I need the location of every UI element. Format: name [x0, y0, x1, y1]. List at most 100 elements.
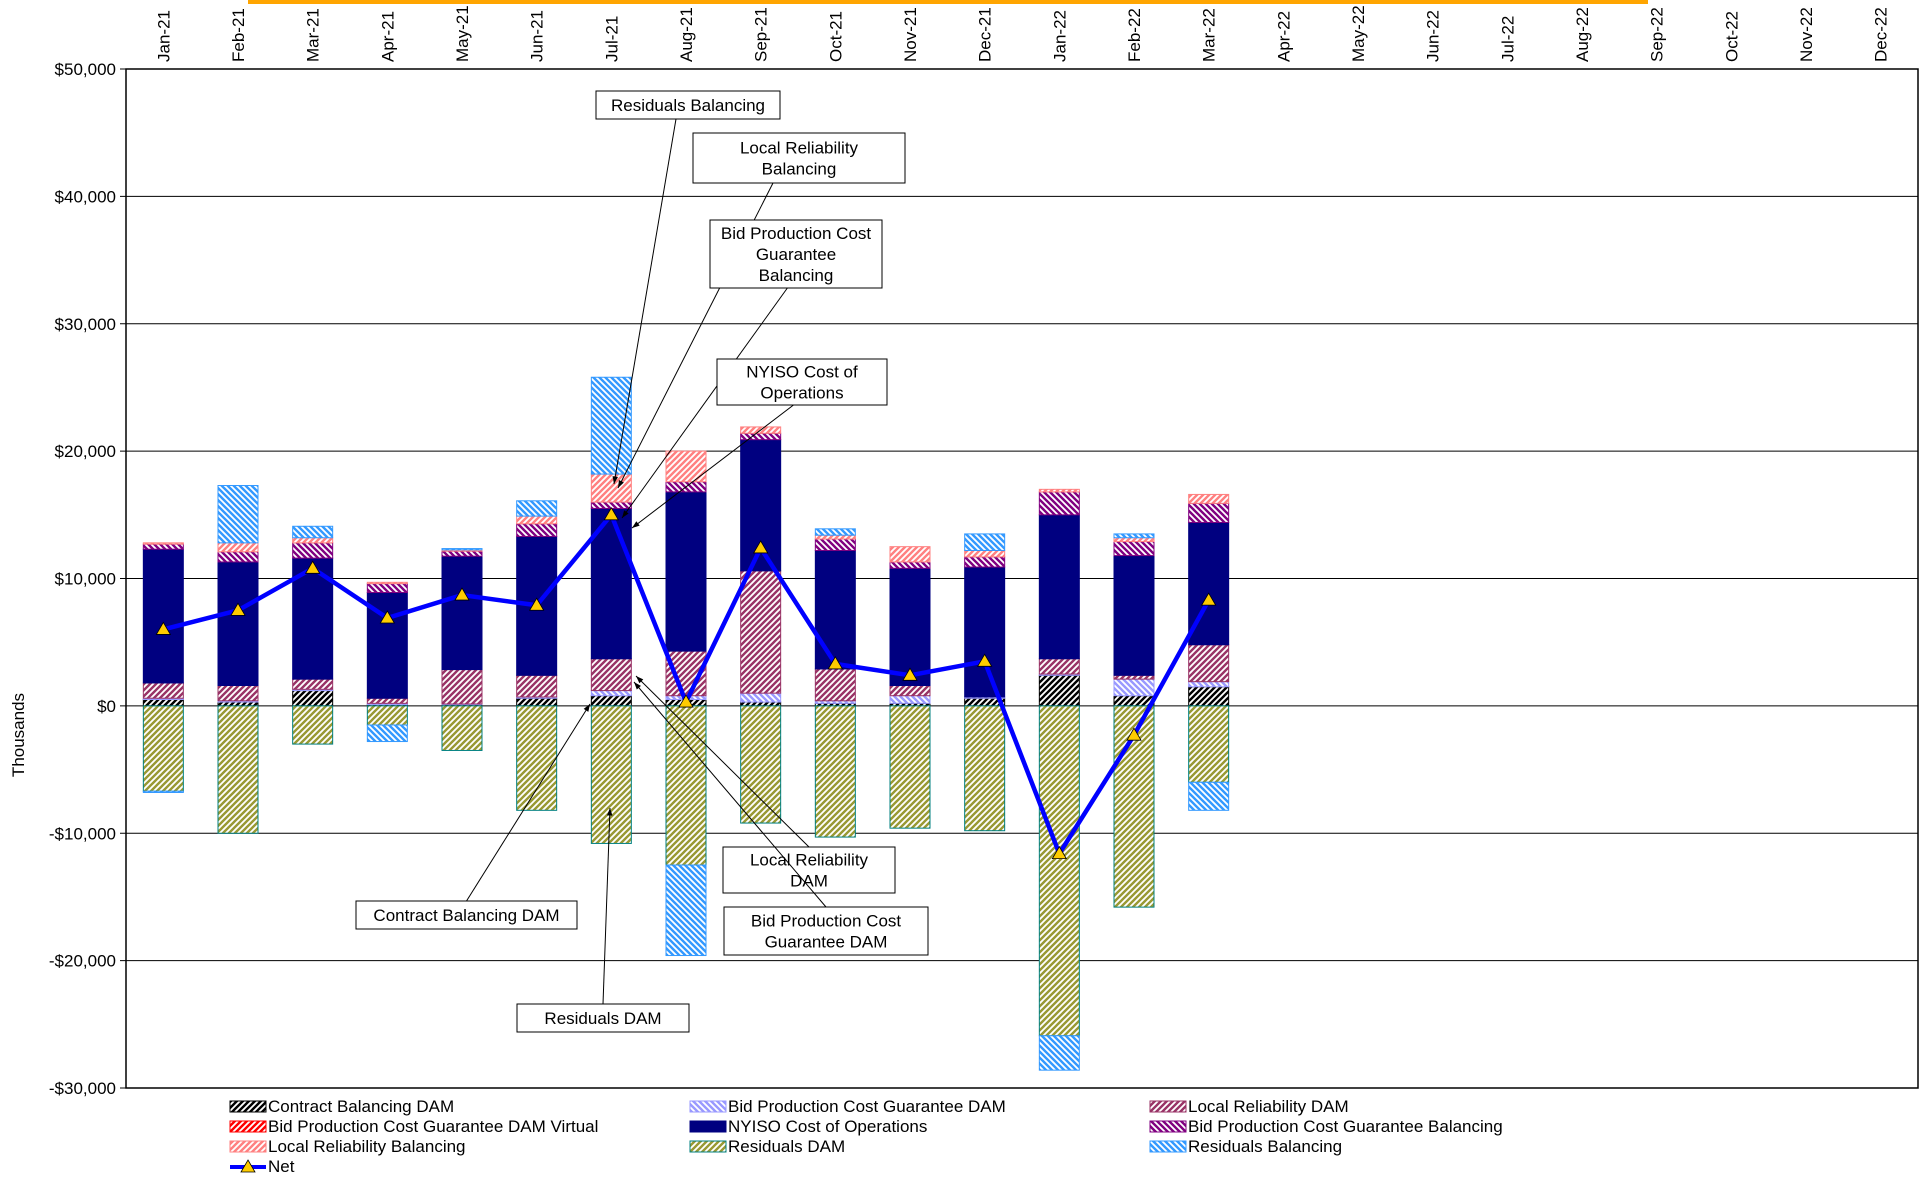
bar-nyiso-cost-of-operations-dec-21 — [964, 566, 1006, 698]
bar-nyiso-cost-of-operations-jan-21 — [142, 548, 184, 684]
bar-residuals-balancing-feb-22 — [1113, 533, 1155, 539]
x-tick-label-aug-21: Aug-21 — [677, 7, 696, 62]
bar-contract-balancing-dam-mar-21 — [292, 690, 334, 707]
x-tick-label-apr-22: Apr-22 — [1274, 11, 1293, 62]
bar-bid-production-cost-guarantee-balancing-feb-22 — [1113, 541, 1155, 557]
net-marker-mar-22 — [1200, 592, 1217, 606]
bar-bid-production-cost-guarantee-balancing-mar-21 — [292, 542, 334, 559]
legend-item-bid-production-cost-guarantee-dam-virtual: Bid Production Cost Guarantee DAM Virtua… — [229, 1117, 598, 1136]
annotation-text: NYISO Cost of — [746, 363, 858, 382]
bar-bid-production-cost-guarantee-balancing-feb-21 — [217, 551, 259, 563]
legend-item-contract-balancing-dam: Contract Balancing DAM — [229, 1097, 454, 1116]
legend-label: Residuals Balancing — [1188, 1137, 1342, 1156]
net-marker-aug-21 — [678, 694, 694, 708]
bar-bid-production-cost-guarantee-balancing-may-21 — [441, 550, 483, 557]
bar-local-reliability-dam-jan-21 — [142, 682, 184, 699]
bar-bid-production-cost-guarantee-dam-feb-22 — [1113, 678, 1155, 697]
bar-residuals-dam-dec-21 — [964, 705, 1006, 832]
legend-item-bid-production-cost-guarantee-balancing: Bid Production Cost Guarantee Balancing — [1149, 1117, 1503, 1136]
annotation-bid-production-cost-guarantee-balancing: Bid Production Cost Guarantee Balancing — [621, 219, 883, 519]
net-marker-feb-22 — [1126, 727, 1142, 741]
legend-label: Bid Production Cost Guarantee DAM Virtua… — [268, 1117, 598, 1136]
annotation-nyiso-cost-of-operations: NYISO Cost of Operations — [631, 358, 888, 529]
bar-residuals-balancing-jul-21 — [590, 376, 632, 475]
bar-contract-balancing-dam-mar-22 — [1188, 686, 1230, 707]
x-tick-label-nov-22: Nov-22 — [1797, 7, 1816, 62]
bar-local-reliability-balancing-mar-22 — [1188, 493, 1230, 504]
net-marker-mar-21 — [304, 560, 321, 574]
net-marker-jul-21 — [603, 507, 620, 521]
net-marker-jun-21 — [528, 597, 545, 611]
bar-local-reliability-dam-nov-21 — [889, 684, 931, 697]
x-tick-label-nov-21: Nov-21 — [901, 7, 920, 62]
net-marker-apr-21 — [379, 610, 396, 624]
x-tick-label-apr-21: Apr-21 — [378, 11, 397, 62]
bar-residuals-balancing-jan-21 — [142, 790, 184, 793]
bar-residuals-balancing-apr-21 — [366, 724, 408, 743]
net-marker-nov-21 — [902, 667, 918, 681]
legend-label: Local Reliability DAM — [1188, 1097, 1349, 1116]
legend-swatch — [689, 1120, 727, 1133]
x-tick-label-may-21: May-21 — [453, 5, 472, 62]
legend-item-net: Net — [230, 1157, 295, 1176]
x-tick-label-feb-22: Feb-22 — [1125, 8, 1144, 62]
bar-bid-production-cost-guarantee-balancing-dec-21 — [964, 556, 1006, 568]
bar-local-reliability-dam-feb-22 — [1113, 674, 1155, 680]
bar-bid-production-cost-guarantee-dam-jul-21 — [590, 690, 632, 697]
bar-nyiso-cost-of-operations-feb-22 — [1113, 555, 1155, 676]
net-marker-sep-21 — [752, 540, 769, 554]
bar-local-reliability-dam-mar-22 — [1188, 644, 1230, 683]
bar-residuals-dam-mar-21 — [292, 705, 334, 745]
y-tick-label: $20,000 — [55, 442, 116, 461]
y-tick-label: -$30,000 — [49, 1079, 116, 1098]
legend-item-local-reliability-dam: Local Reliability DAM — [1149, 1097, 1349, 1116]
bar-residuals-dam-jan-21 — [142, 705, 184, 792]
bar-local-reliability-dam-may-21 — [441, 669, 483, 705]
bar-local-reliability-balancing-aug-21 — [665, 450, 707, 483]
net-line — [155, 507, 1217, 860]
y-tick-label: $50,000 — [55, 60, 116, 79]
x-tick-label-sep-21: Sep-21 — [752, 7, 771, 62]
bar-residuals-balancing-aug-21 — [665, 864, 707, 957]
bar-local-reliability-balancing-feb-21 — [217, 542, 259, 553]
bar-residuals-dam-aug-21 — [665, 705, 707, 866]
bar-contract-balancing-dam-jul-21 — [590, 695, 632, 707]
legend-swatch — [1149, 1100, 1187, 1113]
bar-residuals-dam-apr-21 — [366, 705, 408, 726]
legend-label: Net — [268, 1157, 295, 1176]
legend-swatch — [1149, 1140, 1187, 1153]
bar-local-reliability-dam-feb-21 — [217, 684, 259, 702]
y-axis-label: Thousands — [9, 693, 28, 777]
bar-residuals-dam-nov-21 — [889, 705, 931, 829]
annotation-text: Guarantee DAM — [765, 933, 888, 952]
legend-item-nyiso-cost-of-operations: NYISO Cost of Operations — [689, 1117, 927, 1136]
net-marker-may-21 — [454, 587, 470, 601]
x-tick-label-oct-21: Oct-21 — [826, 11, 845, 62]
y-axis-ticks: -$30,000 -$20,000 -$10,000 $0 $10,000 $20,000… — [49, 60, 126, 1098]
x-tick-label-jun-21: Jun-21 — [528, 10, 547, 62]
x-tick-label-aug-22: Aug-22 — [1573, 7, 1592, 62]
legend-swatch — [229, 1140, 267, 1153]
bar-local-reliability-balancing-jul-21 — [590, 473, 632, 503]
bar-local-reliability-dam-sep-21 — [740, 570, 782, 694]
bar-bid-production-cost-guarantee-balancing-mar-22 — [1188, 502, 1230, 523]
x-tick-label-jan-21: Jan-21 — [154, 10, 173, 62]
bar-local-reliability-dam-jan-22 — [1038, 658, 1080, 675]
bar-nyiso-cost-of-operations-jan-22 — [1038, 514, 1080, 660]
legend-item-residuals-balancing: Residuals Balancing — [1149, 1137, 1342, 1156]
x-tick-label-sep-22: Sep-22 — [1648, 7, 1667, 62]
bar-bid-production-cost-guarantee-dam-mar-22 — [1188, 681, 1230, 688]
legend-item-local-reliability-balancing: Local Reliability Balancing — [229, 1137, 466, 1156]
bar-residuals-balancing-may-21 — [441, 548, 483, 551]
legend-label: Contract Balancing DAM — [268, 1097, 454, 1116]
annotations: Residuals Balancing Local Reliability Bala… — [355, 90, 929, 1033]
x-tick-label-oct-22: Oct-22 — [1722, 11, 1741, 62]
bar-residuals-balancing-feb-21 — [217, 485, 259, 544]
bar-contract-balancing-dam-jan-21 — [142, 699, 184, 707]
bar-nyiso-cost-of-operations-feb-21 — [217, 561, 259, 686]
annotation-text: Residuals Balancing — [611, 96, 765, 115]
x-tick-label-jun-22: Jun-22 — [1424, 10, 1443, 62]
bar-nyiso-cost-of-operations-aug-21 — [665, 491, 707, 652]
x-tick-label-dec-22: Dec-22 — [1872, 7, 1891, 62]
bar-residuals-dam-jun-21 — [516, 705, 558, 811]
